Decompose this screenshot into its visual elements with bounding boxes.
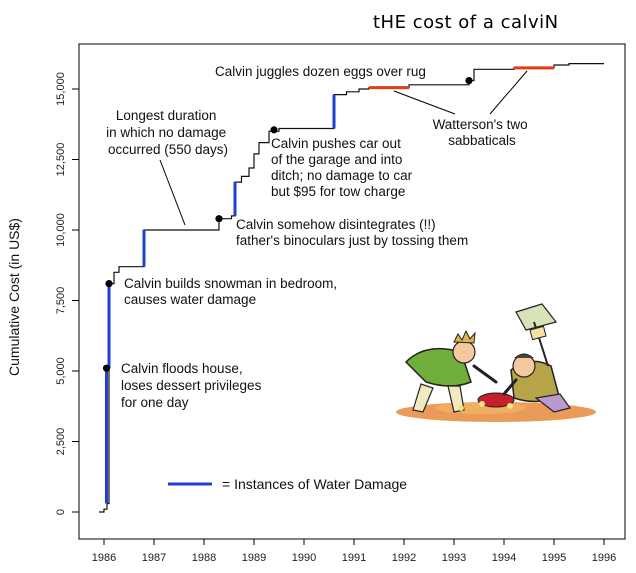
x-tick-label: 1995: [542, 552, 566, 564]
annotation-line: for one day: [121, 395, 189, 410]
x-axis-ticks: 1986 1987 1988 1989 1990 1991 1992 1993 1994 1995…: [92, 539, 616, 564]
annotation-line: Calvin somehow disintegrates (!!): [236, 217, 436, 232]
data-layer: [99, 62, 604, 513]
x-tick-label: 1991: [342, 552, 366, 564]
plot-frame: [78, 43, 626, 540]
y-tick-label: 0: [55, 509, 67, 515]
annotation-car: Calvin pushes car out of the garage and …: [271, 136, 416, 199]
x-tick-label: 1993: [442, 552, 466, 564]
y-tick-label: 5,000: [55, 357, 67, 385]
x-tick-label: 1994: [492, 552, 516, 564]
annotation-longest-duration: Longest duration in which no damage occu…: [106, 108, 230, 157]
annotation-line: Longest duration: [116, 108, 217, 123]
annotation-leader-longest: [159, 159, 186, 226]
y-tick-label: 7,500: [55, 287, 67, 315]
x-tick-label: 1996: [592, 552, 616, 564]
annotation-eggs: Calvin juggles dozen eggs over rug: [215, 64, 426, 79]
annotations: Calvin floods house, loses dessert privi…: [106, 64, 532, 410]
chart-title: tHE cost of a calviN: [373, 12, 559, 33]
y-tick-label: 12,500: [55, 143, 67, 177]
annotation-line: loses dessert privileges: [121, 378, 262, 393]
annotation-line: of the garage and into: [271, 152, 402, 167]
annotation-line: causes water damage: [124, 292, 256, 307]
event-point: [465, 76, 473, 85]
annotation-flood: Calvin floods house, loses dessert privi…: [121, 361, 265, 410]
event-point: [102, 364, 111, 372]
annotation-line: Watterson's two: [433, 117, 528, 132]
event-point: [105, 279, 113, 288]
x-tick-label: 1987: [142, 552, 166, 564]
annotation-line: ditch; no damage to car: [271, 168, 413, 183]
annotation-line: but $95 for tow charge: [271, 184, 405, 199]
annotation-leader-sabbatical-1: [393, 90, 456, 115]
annotation-line: Calvin builds snowman in bedroom,: [124, 276, 337, 291]
legend: = Instances of Water Damage: [168, 476, 407, 492]
event-point: [270, 126, 278, 134]
annotation-snowman: Calvin builds snowman in bedroom, causes…: [124, 276, 341, 307]
x-tick-label: 1989: [242, 552, 266, 564]
annotation-line: in which no damage: [106, 125, 226, 140]
annotation-line: father's binoculars just by tossing them: [236, 233, 468, 248]
y-axis-label: Cumulative Cost (in US$): [6, 218, 22, 376]
x-tick-label: 1990: [292, 552, 316, 564]
annotation-line: Calvin floods house,: [121, 361, 243, 376]
annotation-binoculars: Calvin somehow disintegrates (!!) father…: [236, 217, 468, 248]
annotation-line: sabbaticals: [448, 133, 516, 148]
annotation-sabbaticals: Watterson's two sabbaticals: [433, 117, 532, 148]
annotation-line: occurred (550 days): [108, 142, 228, 157]
calvin-and-father-cartoon-icon: [396, 303, 596, 422]
x-tick-label: 1988: [192, 552, 216, 564]
y-tick-label: 15,000: [55, 72, 67, 106]
x-tick-label: 1986: [92, 552, 116, 564]
event-point: [215, 215, 223, 223]
y-tick-label: 10,000: [55, 213, 67, 247]
y-tick-label: 2,500: [55, 428, 67, 456]
annotation-line: Calvin pushes car out: [271, 136, 401, 151]
y-axis-ticks: 0 2,500 5,000 7,500 10,000 12,500 15,000: [55, 72, 79, 515]
x-tick-label: 1992: [392, 552, 416, 564]
annotation-leader-sabbatical-2: [489, 70, 528, 115]
legend-label: = Instances of Water Damage: [222, 476, 407, 492]
